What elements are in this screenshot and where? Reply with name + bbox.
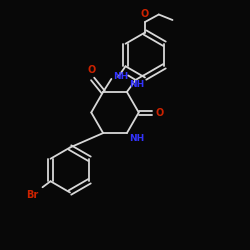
Text: NH: NH (112, 72, 128, 82)
Text: O: O (156, 108, 164, 118)
Text: O: O (87, 65, 96, 75)
Text: O: O (141, 9, 149, 19)
Text: NH: NH (129, 134, 144, 143)
Text: NH: NH (129, 80, 144, 89)
Text: Br: Br (26, 190, 39, 200)
